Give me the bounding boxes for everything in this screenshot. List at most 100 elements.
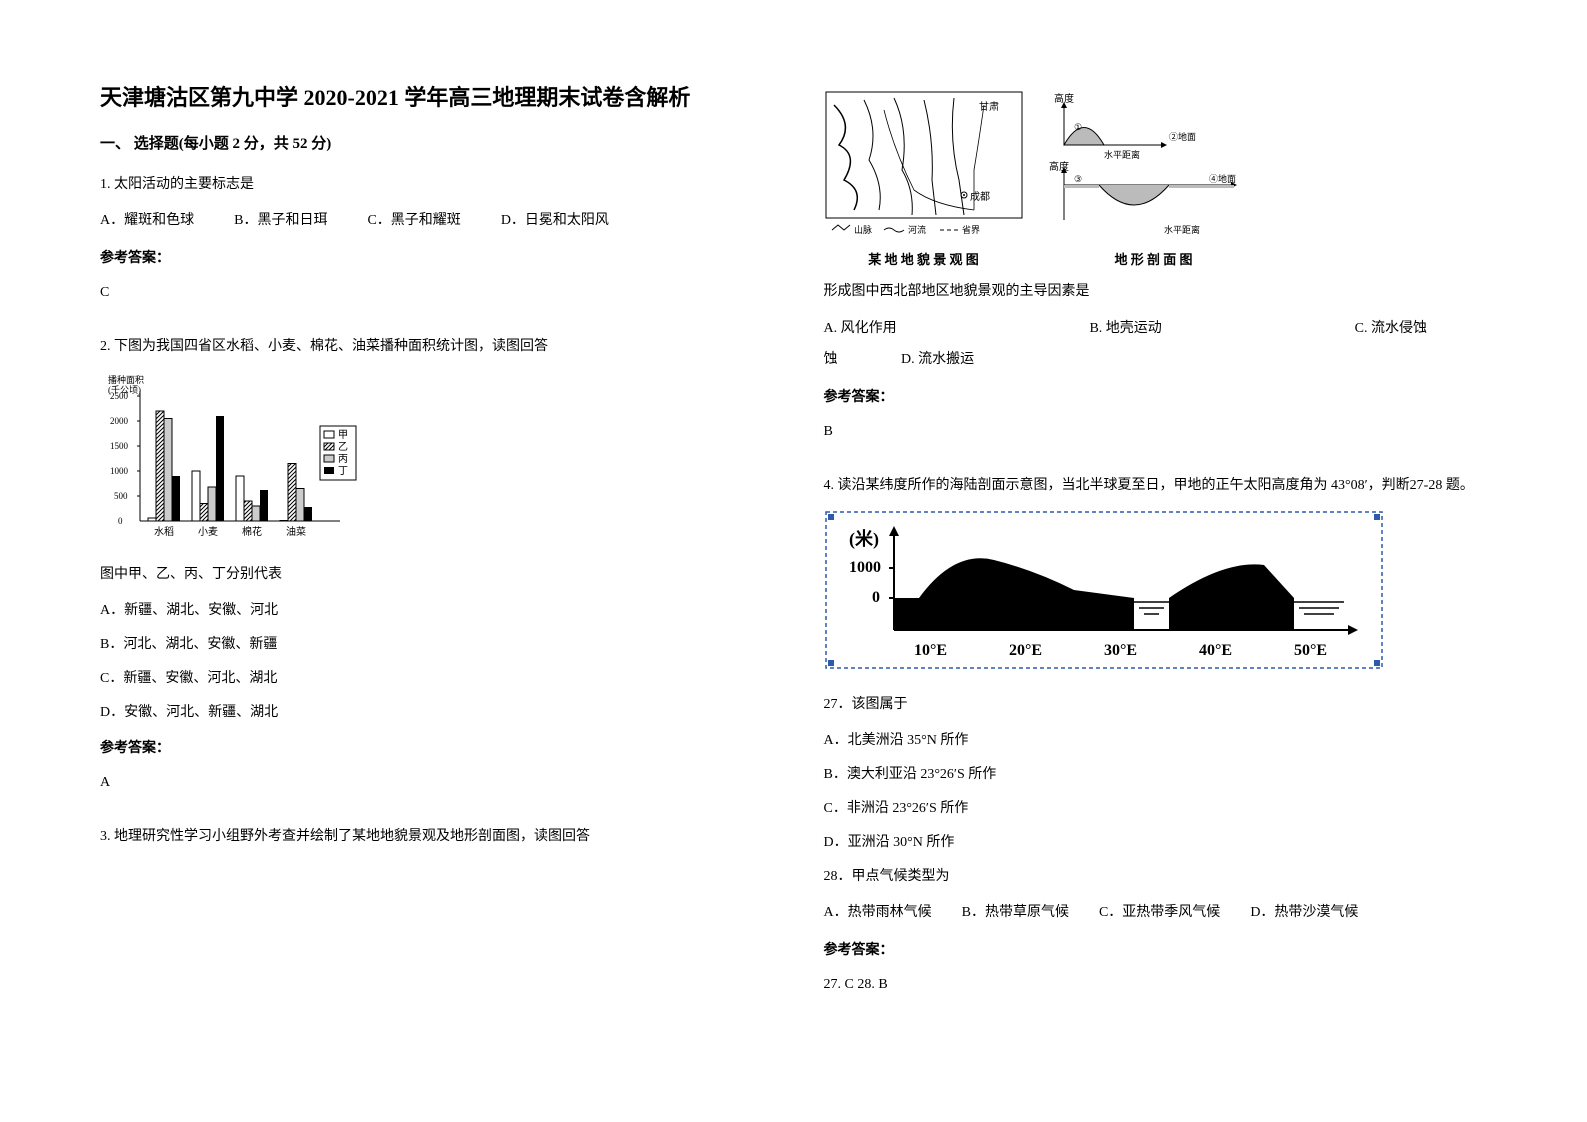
y-ticks: 0 500 1000 1500 2000 2500 — [110, 391, 140, 526]
svg-text:乙: 乙 — [338, 441, 348, 453]
profile-svg: 高度 ① ②地面 水平距离 高度 ③ ④地面 — [1044, 90, 1264, 240]
svg-text:2000: 2000 — [110, 416, 129, 426]
q27-c: C．非洲沿 23°26′S 所作 — [824, 795, 1488, 823]
svg-text:2500: 2500 — [110, 391, 129, 401]
question-3: 形成图中西北部地区地貌景观的主导因素是 A. 风化作用 B. 地壳运动 C. 流… — [824, 278, 1488, 460]
q2-answer: A — [100, 769, 764, 797]
svg-text:30°E: 30°E — [1104, 642, 1137, 659]
q2-answer-label: 参考答案： — [100, 735, 764, 763]
q3-c-tail: 蚀 — [824, 352, 838, 367]
svg-text:水稻: 水稻 — [154, 526, 174, 538]
svg-text:水平距离: 水平距离 — [1104, 149, 1140, 160]
svg-text:河流: 河流 — [908, 224, 926, 235]
q4-chart: (米) 1000 0 甲 — [824, 510, 1488, 681]
q3-c: C. 流水侵蚀 — [1355, 314, 1427, 345]
q1-answer-label: 参考答案： — [100, 245, 764, 273]
svg-text:③: ③ — [1074, 174, 1082, 184]
q4-answer-label: 参考答案： — [824, 937, 1488, 965]
q28-b: B．热带草原气候 — [962, 899, 1069, 927]
svg-text:①: ① — [1074, 122, 1082, 132]
q28-d: D．热带沙漠气候 — [1250, 899, 1358, 927]
q3-figures: 成都 甘肃 山脉 河流 省界 某 地 地 貌 景 观 图 高度 — [824, 90, 1488, 268]
question-4: 4. 读沿某纬度所作的海陆剖面示意图，当北半球夏至日，甲地的正午太阳高度角为 4… — [824, 472, 1488, 1013]
q4-answer: 27. C 28. B — [824, 971, 1488, 999]
q1-answer: C — [100, 279, 764, 307]
q27-b: B．澳大利亚沿 23°26′S 所作 — [824, 761, 1488, 789]
q3-a: A. 风化作用 — [824, 314, 897, 345]
svg-text:丙: 丙 — [338, 454, 348, 465]
svg-text:甘肃: 甘肃 — [979, 100, 999, 113]
q1-text: 1. 太阳活动的主要标志是 — [100, 171, 764, 199]
y-label-1: 播种面积 — [108, 374, 144, 385]
svg-text:1000: 1000 — [110, 466, 129, 476]
svg-text:棉花: 棉花 — [242, 525, 262, 538]
q3-d: D. 流水搬运 — [901, 352, 974, 367]
q2-c: C．新疆、安徽、河北、湖北 — [100, 665, 764, 693]
right-column: 成都 甘肃 山脉 河流 省界 某 地 地 貌 景 观 图 高度 — [824, 80, 1488, 1082]
svg-text:(米): (米) — [849, 528, 879, 550]
q3-b: B. 地壳运动 — [1089, 314, 1161, 345]
q28-text: 28．甲点气候类型为 — [824, 863, 1488, 891]
svg-text:丁: 丁 — [338, 466, 348, 477]
page-title: 天津塘沽区第九中学 2020-2021 学年高三地理期末试卷含解析 — [100, 80, 764, 112]
q1-options: A．耀斑和色球 B．黑子和日珥 C．黑子和耀斑 D．日冕和太阳风 — [100, 207, 764, 235]
svg-text:甲: 甲 — [338, 430, 348, 441]
svg-text:小麦: 小麦 — [198, 526, 218, 538]
svg-text:0: 0 — [118, 516, 123, 526]
left-column: 天津塘沽区第九中学 2020-2021 学年高三地理期末试卷含解析 一、 选择题… — [100, 80, 764, 1082]
q2-chart: 播种面积 (千公顷) 0 500 1000 1500 2000 2500 — [100, 371, 764, 551]
bar-chart-svg: 播种面积 (千公顷) 0 500 1000 1500 2000 2500 — [100, 371, 360, 551]
landscape-map: 成都 甘肃 山脉 河流 省界 某 地 地 貌 景 观 图 — [824, 90, 1024, 268]
section-header: 一、 选择题(每小题 2 分，共 52 分) — [100, 132, 764, 153]
q3-answer: B — [824, 418, 1488, 446]
x-labels: 水稻 小麦 棉花 油菜 — [154, 525, 306, 538]
svg-text:甲: 甲 — [1239, 546, 1253, 562]
svg-text:20°E: 20°E — [1009, 642, 1042, 659]
svg-text:10°E: 10°E — [914, 642, 947, 659]
q27-text: 27．该图属于 — [824, 691, 1488, 719]
svg-text:0: 0 — [872, 589, 880, 606]
svg-text:1500: 1500 — [110, 441, 129, 451]
profile-chart-svg: (米) 1000 0 甲 — [824, 510, 1384, 670]
caption-left: 某 地 地 貌 景 观 图 — [824, 249, 1024, 268]
q1-b: B．黑子和日珥 — [234, 207, 327, 235]
question-2: 2. 下图为我国四省区水稻、小麦、棉花、油菜播种面积统计图，读图回答 播种面积 … — [100, 333, 764, 811]
q2-text: 2. 下图为我国四省区水稻、小麦、棉花、油菜播种面积统计图，读图回答 — [100, 333, 764, 361]
q3-answer-label: 参考答案： — [824, 384, 1488, 412]
svg-text:40°E: 40°E — [1199, 642, 1232, 659]
question-3-intro: 3. 地理研究性学习小组野外考查并绘制了某地地貌景观及地形剖面图，读图回答 — [100, 823, 764, 859]
q2-options: A．新疆、湖北、安徽、河北 B．河北、湖北、安徽、新疆 C．新疆、安徽、河北、湖… — [100, 597, 764, 727]
q4-intro: 4. 读沿某纬度所作的海陆剖面示意图，当北半球夏至日，甲地的正午太阳高度角为 4… — [824, 472, 1488, 500]
caption-right: 地 形 剖 面 图 — [1044, 249, 1264, 268]
q27-options: A．北美洲沿 35°N 所作 B．澳大利亚沿 23°26′S 所作 C．非洲沿 … — [824, 727, 1488, 857]
q27-a: A．北美洲沿 35°N 所作 — [824, 727, 1488, 755]
legend: 甲 乙 丙 丁 — [320, 426, 356, 480]
svg-text:山脉: 山脉 — [854, 224, 872, 235]
q1-a: A．耀斑和色球 — [100, 207, 194, 235]
q3-options: A. 风化作用 B. 地壳运动 C. 流水侵蚀 蚀 D. 流水搬运 — [824, 314, 1488, 376]
svg-text:水平距离: 水平距离 — [1164, 224, 1200, 235]
q27-d: D．亚洲沿 30°N 所作 — [824, 829, 1488, 857]
q28-options: A．热带雨林气候 B．热带草原气候 C．亚热带季风气候 D．热带沙漠气候 — [824, 899, 1488, 927]
q2-a: A．新疆、湖北、安徽、河北 — [100, 597, 764, 625]
q1-c: C．黑子和耀斑 — [367, 207, 460, 235]
q2-sub: 图中甲、乙、丙、丁分别代表 — [100, 561, 764, 589]
svg-text:④地面: ④地面 — [1209, 173, 1236, 184]
svg-text:成都: 成都 — [970, 191, 990, 203]
q2-b: B．河北、湖北、安徽、新疆 — [100, 631, 764, 659]
question-1: 1. 太阳活动的主要标志是 A．耀斑和色球 B．黑子和日珥 C．黑子和耀斑 D．… — [100, 171, 764, 321]
landscape-svg: 成都 甘肃 山脉 河流 省界 — [824, 90, 1024, 240]
svg-text:②地面: ②地面 — [1169, 131, 1196, 142]
svg-text:50°E: 50°E — [1294, 642, 1327, 659]
svg-text:1000: 1000 — [849, 559, 881, 576]
svg-text:油菜: 油菜 — [286, 525, 306, 538]
profile-diagram: 高度 ① ②地面 水平距离 高度 ③ ④地面 — [1044, 90, 1264, 268]
q28-c: C．亚热带季风气候 — [1099, 899, 1220, 927]
q3-sub: 形成图中西北部地区地貌景观的主导因素是 — [824, 278, 1488, 306]
svg-text:500: 500 — [114, 491, 128, 501]
q2-d: D．安徽、河北、新疆、湖北 — [100, 699, 764, 727]
svg-text:省界: 省界 — [962, 224, 980, 235]
q1-d: D．日冕和太阳风 — [501, 207, 609, 235]
q3-text: 3. 地理研究性学习小组野外考查并绘制了某地地貌景观及地形剖面图，读图回答 — [100, 823, 764, 851]
q28-a: A．热带雨林气候 — [824, 899, 932, 927]
